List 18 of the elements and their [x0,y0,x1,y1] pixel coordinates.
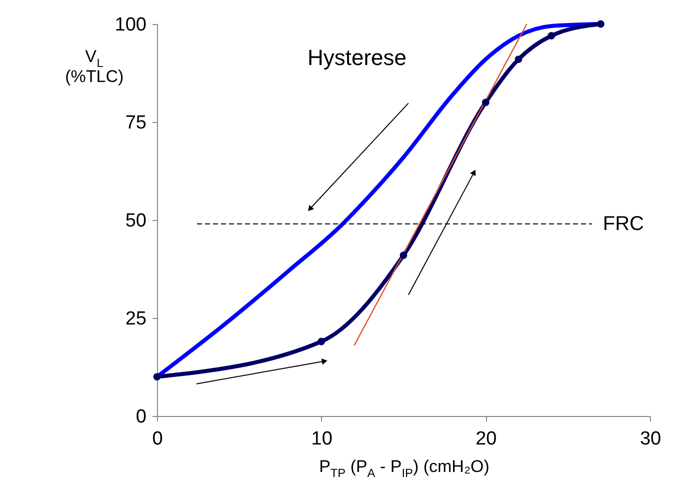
point [596,20,604,28]
point [400,252,408,259]
point [318,338,326,346]
point [514,56,522,63]
y-tick-label: 100 [114,14,146,36]
x-tick-label: 10 [311,428,332,450]
x-tick-label: 30 [640,428,662,450]
y-tick-label: 75 [125,112,146,134]
ref-line-label: FRC [602,212,644,235]
y-tick-label: 25 [125,308,146,330]
annotation: Hysterese [307,45,407,70]
point [153,373,161,380]
y-tick-label: 0 [136,406,146,428]
point [548,32,556,40]
x-tick-label: 0 [152,428,163,450]
x-tick-label: 20 [476,428,497,450]
y-tick-label: 50 [125,210,146,232]
point [482,98,490,106]
